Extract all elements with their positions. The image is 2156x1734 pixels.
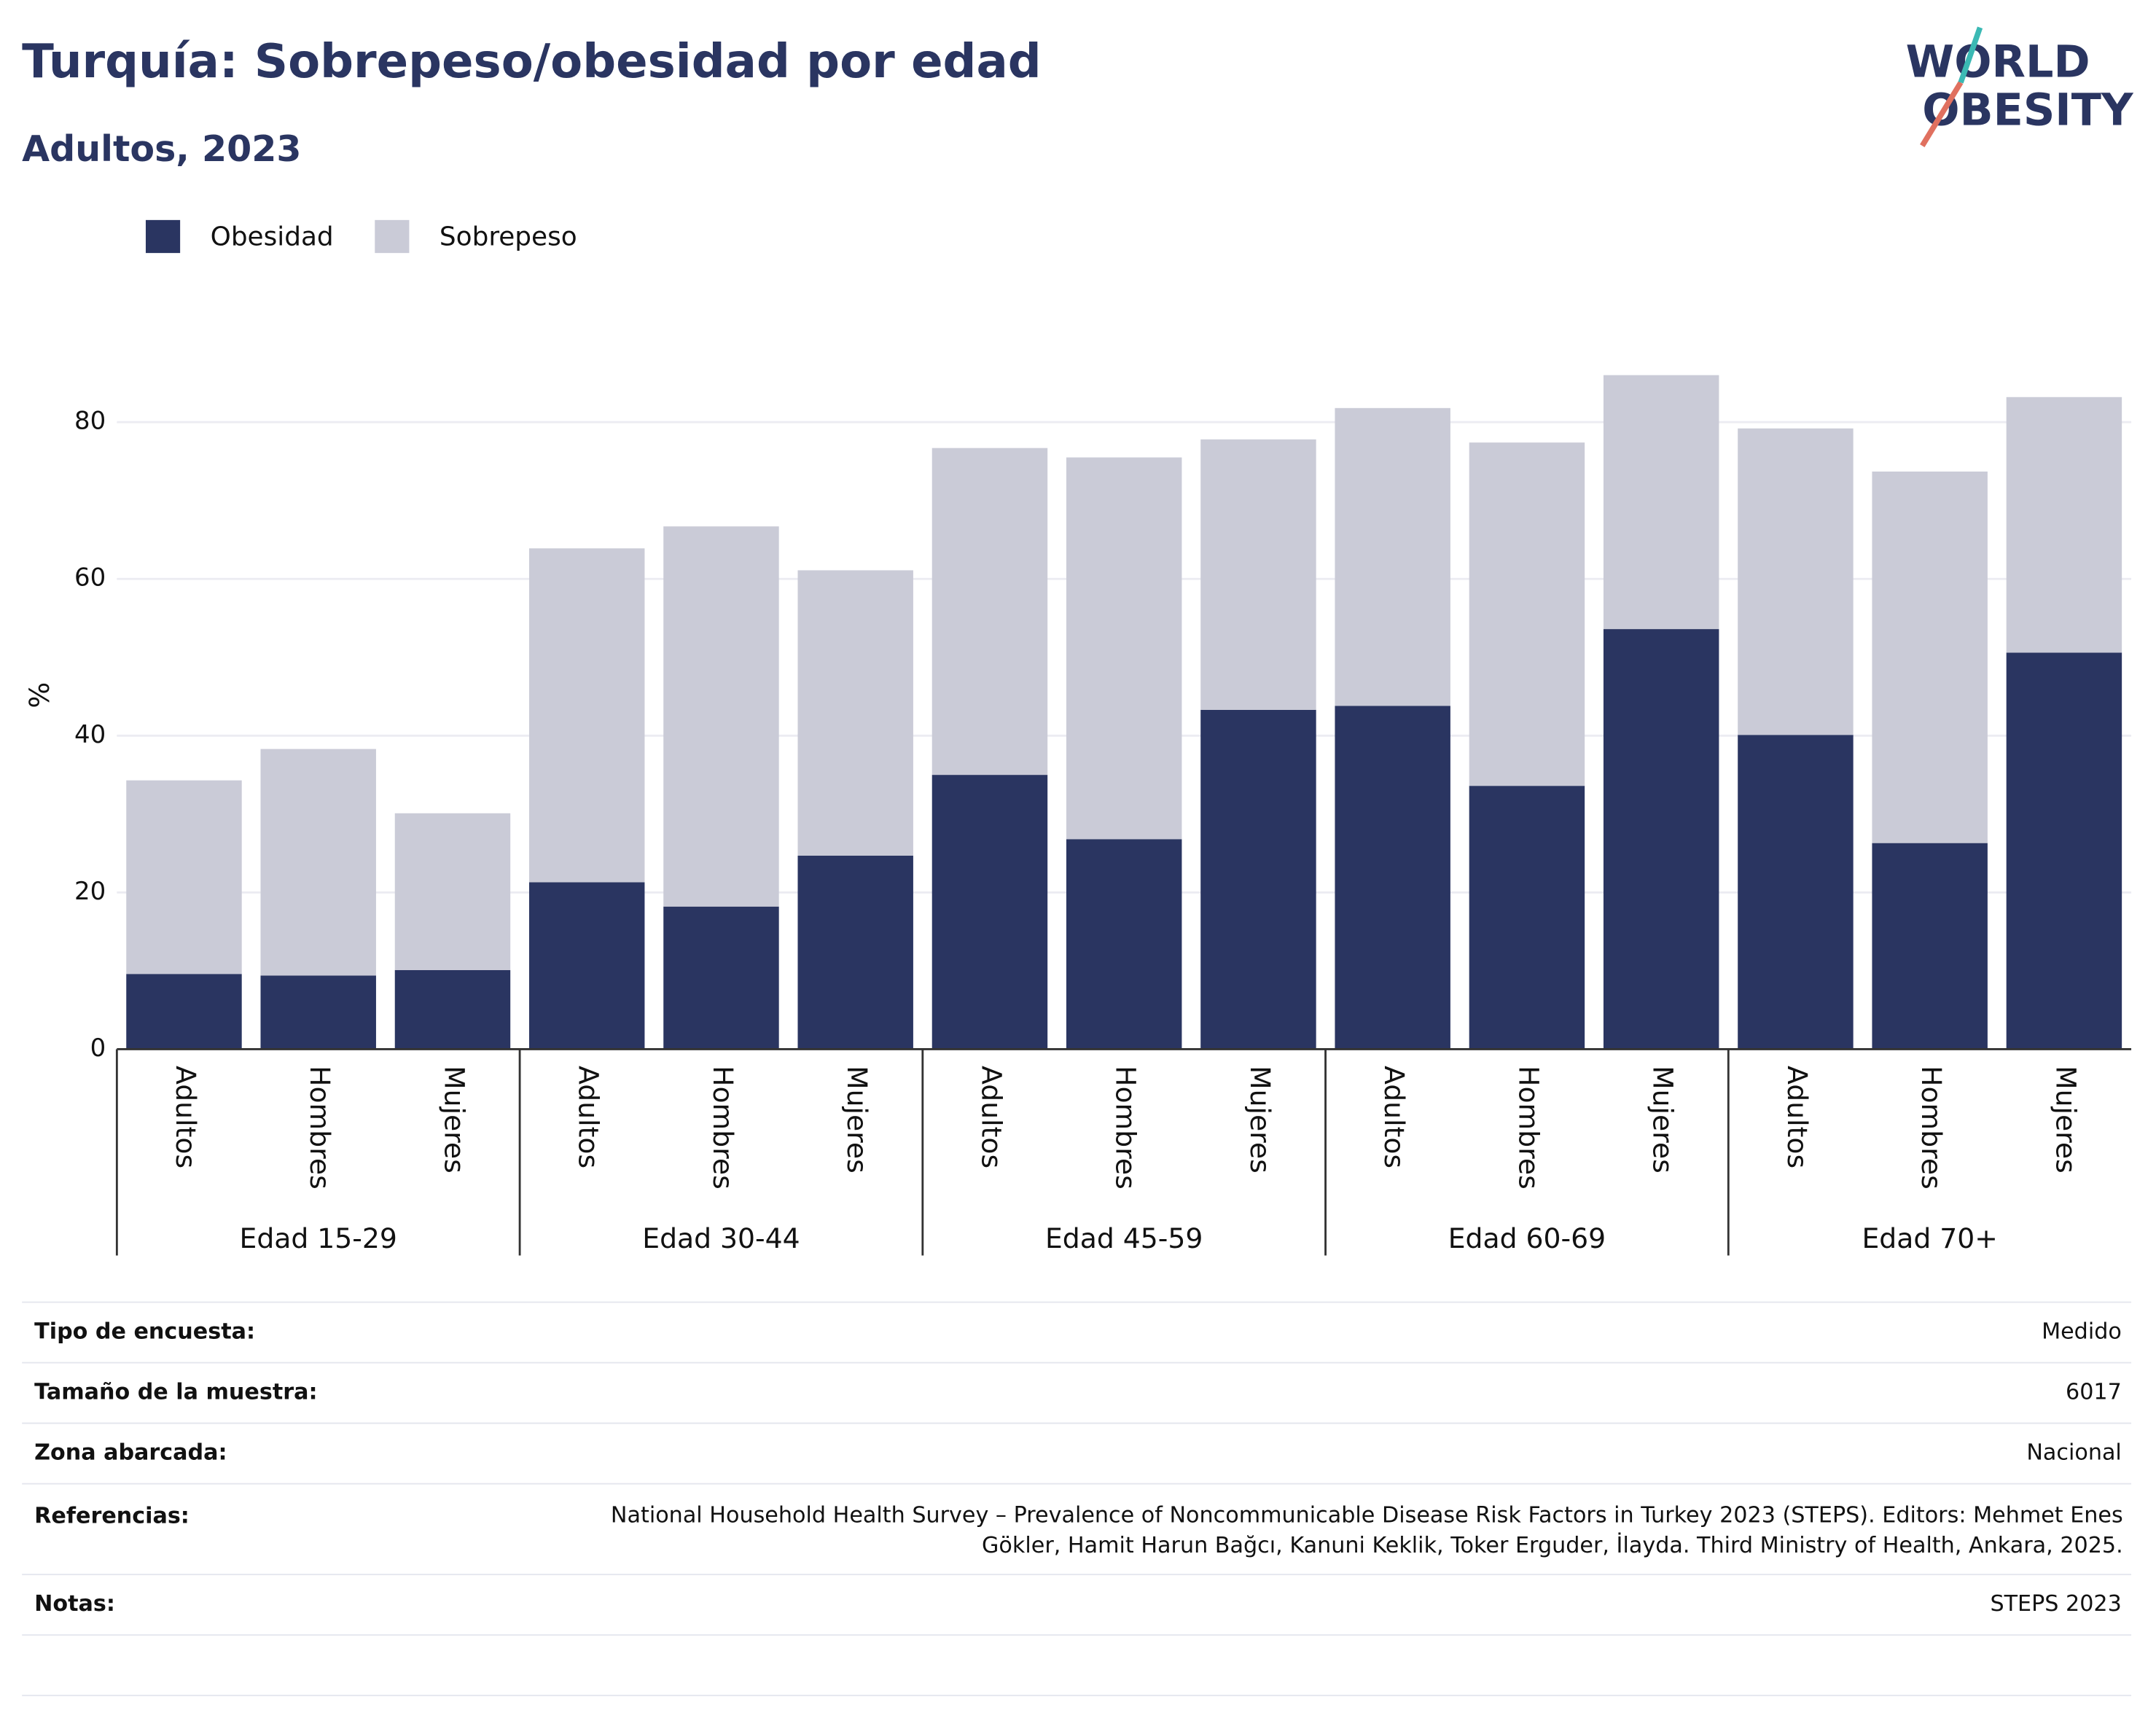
table-label: Notas: <box>34 1591 115 1617</box>
bar-segment <box>1738 428 1854 735</box>
bar-segment <box>931 448 1048 776</box>
x-tick-label: Adultos <box>1378 1066 1410 1168</box>
x-tick-label: Hombres <box>1110 1066 1142 1190</box>
bar-segment <box>663 526 779 907</box>
x-tick-label: Hombres <box>707 1066 739 1190</box>
group-label: Edad 70+ <box>1862 1222 1997 1254</box>
bar-segment <box>260 749 376 976</box>
bar-segment <box>1200 439 1316 710</box>
x-tick-label: Mujeres <box>841 1066 873 1173</box>
y-tick-label: 0 <box>90 1034 106 1063</box>
bar-segment <box>931 775 1048 1050</box>
table-label: Tamaño de la muestra: <box>34 1380 317 1405</box>
x-tick-label: Hombres <box>1512 1066 1544 1190</box>
bar-segment <box>2006 397 2122 653</box>
x-tick-label: Hombres <box>304 1066 336 1190</box>
x-tick-label: Adultos <box>573 1066 605 1168</box>
bar-segment <box>1872 843 1988 1050</box>
bar-segment <box>1066 457 1182 840</box>
table-value: National Household Health Survey – Preva… <box>610 1501 2123 1558</box>
y-tick-label: 40 <box>74 720 106 749</box>
bar-segment <box>1200 709 1316 1050</box>
bar-segment <box>1603 375 1719 630</box>
chart-subtitle: Adultos, 2023 <box>22 128 301 170</box>
bar-segment <box>394 813 511 970</box>
bar-segment <box>663 906 779 1050</box>
bar-segment <box>126 974 242 1050</box>
bar-segment <box>1872 471 1988 843</box>
group-label: Edad 45-59 <box>1045 1222 1203 1254</box>
bar-segment <box>1603 629 1719 1050</box>
y-tick-label: 80 <box>74 407 106 436</box>
y-tick-label: 20 <box>74 877 106 906</box>
x-tick-label: Adultos <box>975 1066 1007 1168</box>
x-tick-label: Mujeres <box>1244 1066 1276 1173</box>
legend-label: Obesidad <box>211 222 334 251</box>
table-value: National Household Health Survey – Preva… <box>610 1501 2123 1558</box>
x-tick-label: Mujeres <box>438 1066 470 1173</box>
bar-segment <box>260 975 376 1050</box>
table-value: 6017 <box>2066 1380 2122 1405</box>
legend-swatch <box>375 219 410 254</box>
table-label: Tipo de encuesta: <box>34 1319 255 1345</box>
chart-title: Turquía: Sobrepeso/obesidad por edad <box>22 34 1041 89</box>
bar-segment <box>797 855 913 1050</box>
table-value: Nacional <box>2026 1440 2121 1466</box>
bar-segment <box>528 882 645 1050</box>
bar-segment <box>528 548 645 883</box>
table-label: Zona abarcada: <box>34 1440 227 1466</box>
table-value: Medido <box>2042 1319 2122 1345</box>
bar-segment <box>1469 442 1585 786</box>
x-tick-label: Adultos <box>1781 1066 1813 1168</box>
bar-segment <box>1066 839 1182 1050</box>
logo-stroke <box>1920 81 1964 147</box>
x-tick-label: Adultos <box>170 1066 202 1168</box>
y-axis-label: % <box>23 682 55 708</box>
group-label: Edad 60-69 <box>1448 1222 1606 1254</box>
bar-segment <box>394 969 511 1050</box>
bar-segment <box>1738 735 1854 1050</box>
logo-text: OBESITY <box>1922 85 2134 136</box>
logo-text: WORLD <box>1906 36 2090 87</box>
legend-label: Sobrepeso <box>440 222 577 251</box>
bar-segment <box>2006 652 2122 1050</box>
group-label: Edad 15-29 <box>240 1222 397 1254</box>
group-label: Edad 30-44 <box>642 1222 800 1254</box>
table-label: Referencias: <box>34 1503 190 1528</box>
x-tick-label: Mujeres <box>1647 1066 1679 1173</box>
bar-segment <box>797 570 913 856</box>
bar-segment <box>126 780 242 975</box>
bar-segment <box>1469 786 1585 1050</box>
logo-stroke <box>1958 26 1983 84</box>
table-value: STEPS 2023 <box>1990 1591 2121 1617</box>
y-tick-label: 60 <box>74 563 106 593</box>
x-tick-label: Hombres <box>1915 1066 1948 1190</box>
bar-segment <box>1335 706 1450 1050</box>
x-tick-label: Mujeres <box>2050 1066 2082 1173</box>
legend-swatch <box>145 219 181 254</box>
bar-segment <box>1335 407 1450 706</box>
